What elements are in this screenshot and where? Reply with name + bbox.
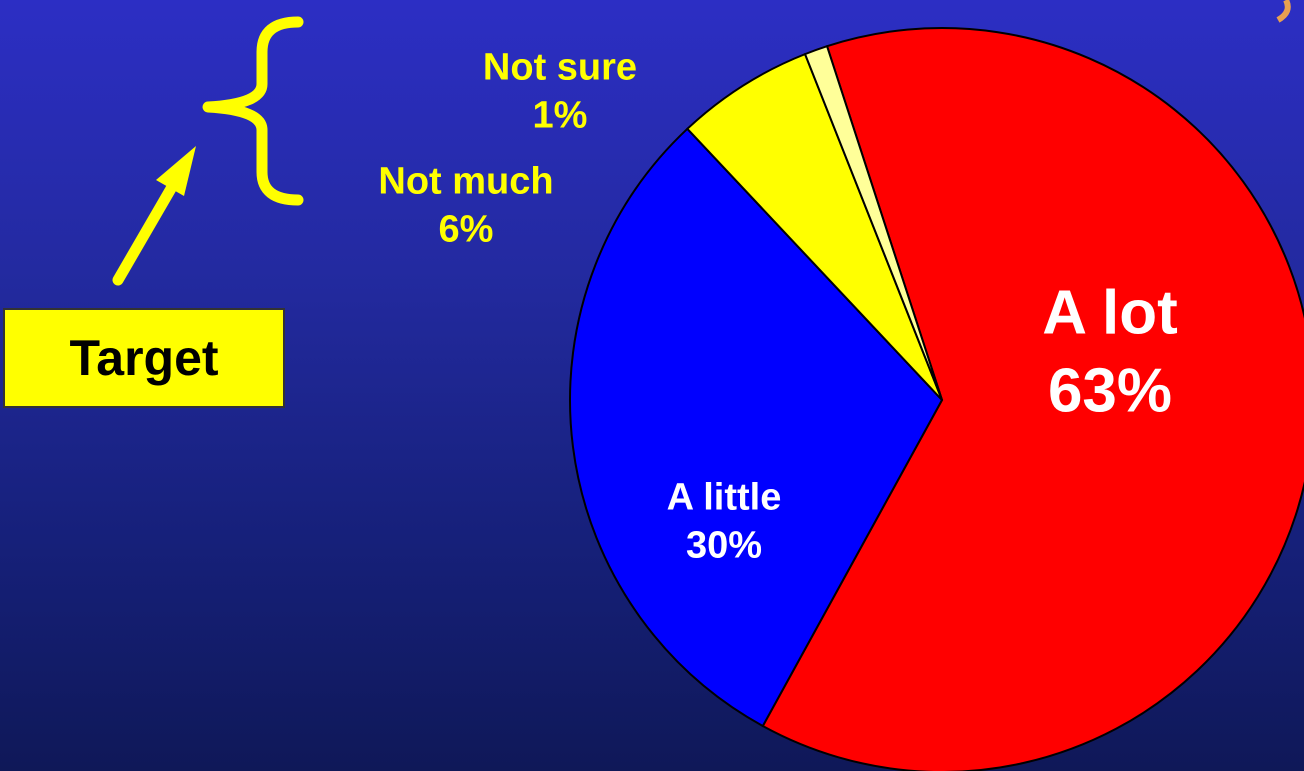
slice-percent: 1% <box>532 94 588 136</box>
slice-label-a-lot: A lot 63% <box>1042 275 1177 430</box>
target-label: Target <box>3 308 285 408</box>
slice-percent: 63% <box>1047 356 1173 425</box>
corner-arc-decoration <box>1276 0 1291 23</box>
slice-label-not-sure: Not sure 1% <box>483 45 637 140</box>
slice-category: A lot <box>1042 278 1178 348</box>
slice-percent: 30% <box>685 524 763 566</box>
slice-category: A little <box>666 476 782 519</box>
pie-slice-not-much <box>685 52 943 401</box>
slice-label-not-much: Not much 6% <box>378 159 553 254</box>
slice-category: Not sure <box>482 46 638 89</box>
curly-brace-icon <box>202 16 304 206</box>
arrow-up-right-icon <box>112 146 196 286</box>
pie-slice-a-little <box>569 127 944 728</box>
slice-label-a-little: A little 30% <box>667 475 782 570</box>
pie-slices <box>569 27 1304 771</box>
pie-slice-not-sure <box>803 44 943 401</box>
slice-category: Not much <box>378 160 554 203</box>
pie-slice-a-lot <box>761 27 1304 771</box>
slice-percent: 6% <box>438 208 494 250</box>
